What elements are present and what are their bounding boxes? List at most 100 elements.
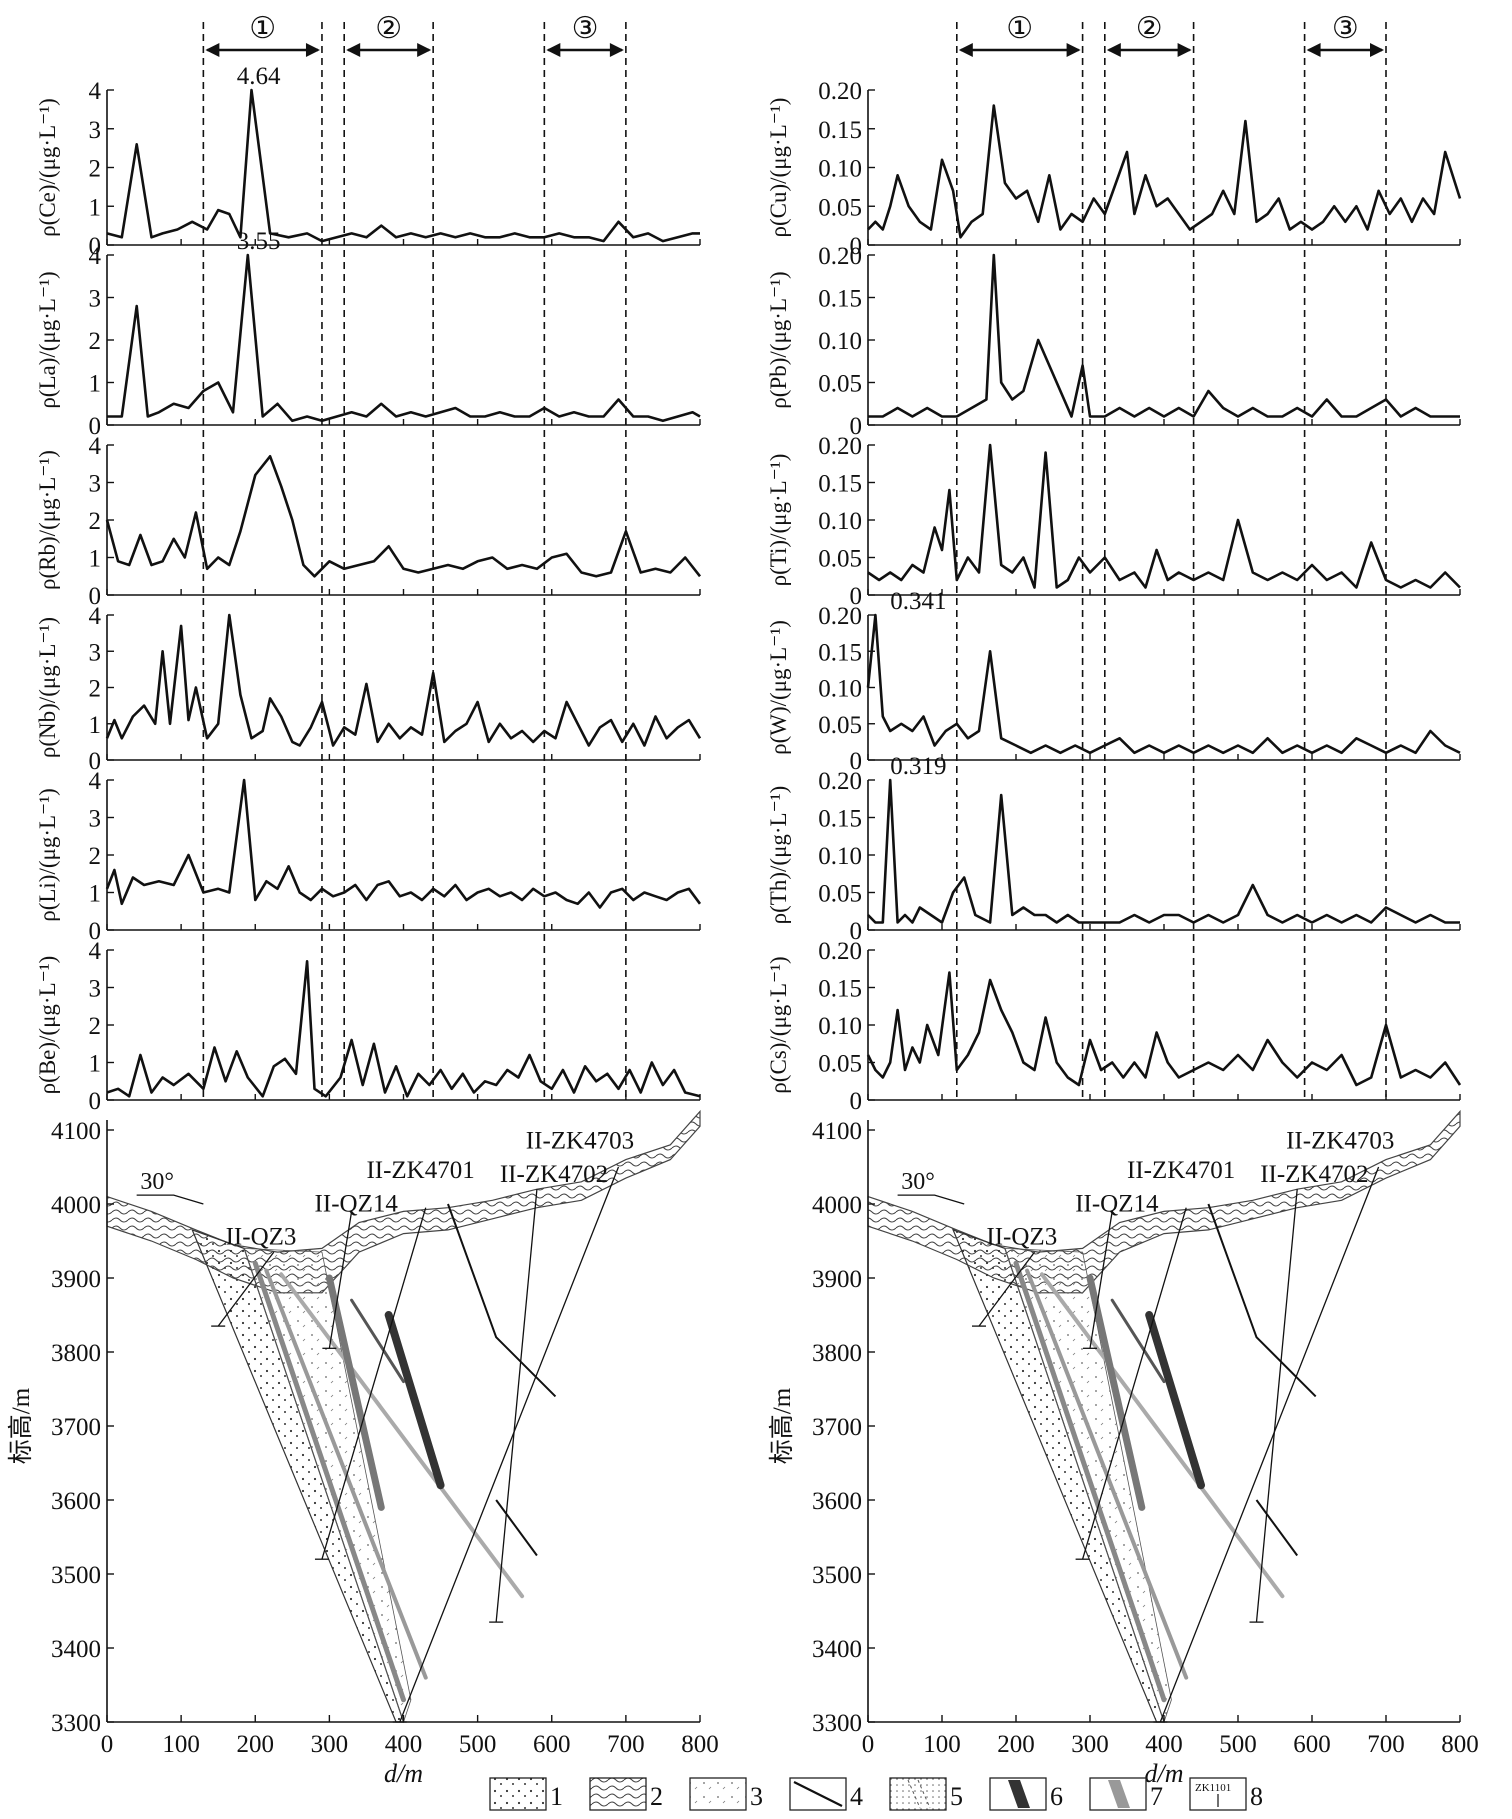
y-axis-label-nb: ρ(Nb)/(μg·L⁻¹) bbox=[35, 617, 60, 758]
legend-label: 1 bbox=[550, 1782, 563, 1811]
panel-pb: 0 0.05 0.10 0.15 0.20 ρ(Pb)/(μg·L⁻¹) bbox=[766, 243, 1461, 440]
legend-label: 5 bbox=[950, 1782, 963, 1811]
section-x-tick-label: 600 bbox=[1293, 1731, 1331, 1758]
y-tick-label: 4 bbox=[89, 78, 102, 105]
y-axis-label-w: ρ(W)/(μg·L⁻¹) bbox=[766, 620, 791, 755]
y-tick-label: 0 bbox=[850, 1088, 863, 1115]
legend-swatch bbox=[489, 1777, 547, 1811]
y-tick-label: 0.20 bbox=[818, 243, 862, 270]
panel-ce: 0 1 2 3 4 ρ(Ce)/(μg·L⁻¹) 4.64 bbox=[35, 63, 701, 260]
legend-dash bbox=[917, 1779, 931, 1809]
series-line-be bbox=[106, 959, 701, 1098]
ore-vein bbox=[1145, 1311, 1205, 1490]
y-tick-label: 0.05 bbox=[818, 1051, 862, 1078]
y-tick-label: 0 bbox=[89, 233, 102, 260]
drill-hole bbox=[399, 1166, 620, 1723]
y-tick-label: 3 bbox=[89, 471, 102, 498]
ore-vein bbox=[1025, 1268, 1189, 1680]
y-tick-label: 0.05 bbox=[818, 712, 862, 739]
annotation-th: 0.319 bbox=[890, 753, 946, 780]
dip-label: 30° bbox=[140, 1169, 174, 1195]
y-tick-label: 3 bbox=[89, 806, 102, 833]
section-left: II-QZ3 II-QZ14 II-ZK4701 II-ZK4702 II-ZK4703… bbox=[7, 1109, 719, 1788]
series-line-nb bbox=[105, 613, 702, 747]
y-tick-label: 0.10 bbox=[818, 843, 862, 870]
drill-label: II-QZ3 bbox=[986, 1224, 1057, 1251]
series-line-cu bbox=[867, 104, 1462, 239]
section-x-tick-label: 600 bbox=[533, 1731, 571, 1758]
zone-arrowhead bbox=[1106, 43, 1121, 57]
section-x-tick-label: 400 bbox=[385, 1731, 423, 1758]
y-axis-label-ti: ρ(Ti)/(μg·L⁻¹) bbox=[766, 454, 791, 587]
ore-vein bbox=[264, 1268, 428, 1680]
section-y-tick-label: 3800 bbox=[812, 1340, 862, 1367]
ore-vein bbox=[325, 1274, 385, 1511]
y-tick-label: 1 bbox=[89, 546, 102, 573]
y-axis-label-rb: ρ(Rb)/(μg·L⁻¹) bbox=[35, 450, 60, 590]
panel-nb: 0 1 2 3 4 ρ(Nb)/(μg·L⁻¹) bbox=[35, 603, 702, 775]
zone-arrowhead bbox=[1066, 43, 1081, 57]
y-tick-label: 3 bbox=[89, 976, 102, 1003]
y-tick-label: 0.15 bbox=[818, 286, 862, 313]
y-tick-label: 0 bbox=[89, 583, 102, 610]
y-tick-label: 4 bbox=[89, 938, 102, 965]
legend-item-1: 1 bbox=[489, 1777, 563, 1811]
zone-label: ① bbox=[1006, 12, 1033, 45]
legend-item-4: 4 bbox=[789, 1777, 863, 1811]
y-axis-label-la: ρ(La)/(μg·L⁻¹) bbox=[35, 271, 60, 408]
y-tick-label: 0 bbox=[89, 1088, 102, 1115]
legend-label: 2 bbox=[650, 1782, 663, 1811]
section-y-tick-label: 3300 bbox=[812, 1710, 862, 1737]
geological-sections: II-QZ3 II-QZ14 II-ZK4701 II-ZK4702 II-ZK4703… bbox=[7, 1109, 1479, 1788]
y-tick-label: 0.10 bbox=[818, 1013, 862, 1040]
ore-vein bbox=[384, 1311, 445, 1490]
panel-rb: 0 1 2 3 4 ρ(Rb)/(μg·L⁻¹) bbox=[35, 433, 702, 610]
y-tick-label: 1 bbox=[89, 1051, 102, 1078]
section-y-tick-label: 3600 bbox=[51, 1488, 101, 1515]
zone-markers: ① ② ③ ① ② ③ bbox=[202, 12, 1387, 1100]
drill-label: II-ZK4702 bbox=[1260, 1161, 1368, 1188]
ore-vein bbox=[1013, 1260, 1167, 1703]
zone-arrowhead bbox=[305, 43, 320, 57]
series-line-ce bbox=[106, 88, 700, 243]
section-x-tick-label: 500 bbox=[1219, 1731, 1257, 1758]
y-tick-label: 0.15 bbox=[818, 806, 862, 833]
y-tick-label: 4 bbox=[89, 433, 102, 460]
panel-cs: 0 0.05 0.10 0.15 0.20 ρ(Cs)/(μg·L⁻¹) bbox=[766, 938, 1462, 1115]
section-x-tick-label: 0 bbox=[862, 1731, 875, 1758]
legend-label: 8 bbox=[1250, 1782, 1263, 1811]
y-tick-label: 2 bbox=[89, 156, 102, 183]
legend-item-5: 5 bbox=[889, 1777, 963, 1811]
section-y-tick-label: 4000 bbox=[51, 1192, 101, 1219]
ore-vein bbox=[279, 1272, 525, 1599]
y-tick-label: 0 bbox=[89, 918, 102, 945]
section-y-tick-label: 3300 bbox=[51, 1710, 101, 1737]
dip-symbol bbox=[136, 1194, 204, 1205]
section-x-axis-label: d/m bbox=[384, 1759, 423, 1788]
legend-swatch bbox=[689, 1777, 747, 1811]
section-x-tick-label: 300 bbox=[1071, 1731, 1109, 1758]
annotation-w: 0.341 bbox=[890, 588, 946, 615]
series-line-cs bbox=[866, 971, 1462, 1087]
legend-item-6: 6 bbox=[989, 1777, 1063, 1811]
y-tick-label: 1 bbox=[89, 371, 102, 398]
y-tick-label: 0 bbox=[850, 748, 863, 775]
zone-arrowhead bbox=[1306, 43, 1321, 57]
series-line-w bbox=[866, 613, 1461, 755]
zone-arrowhead bbox=[1370, 43, 1384, 57]
legend-fault-line bbox=[793, 1781, 843, 1807]
section-x-tick-label: 100 bbox=[162, 1731, 200, 1758]
section-y-tick-label: 4100 bbox=[812, 1118, 862, 1145]
section-x-tick-label: 0 bbox=[101, 1731, 114, 1758]
y-axis-label-th: ρ(Th)/(μg·L⁻¹) bbox=[766, 786, 791, 925]
section-x-tick-label: 400 bbox=[1145, 1731, 1183, 1758]
zone-label: ② bbox=[1136, 12, 1163, 45]
y-tick-label: 3 bbox=[89, 117, 102, 144]
zone-label: ② bbox=[375, 12, 402, 45]
series-line-pb bbox=[868, 253, 1460, 418]
drill-hole bbox=[321, 1207, 427, 1560]
legend-label: 6 bbox=[1050, 1782, 1063, 1811]
y-axis-label-li: ρ(Li)/(μg·L⁻¹) bbox=[35, 788, 60, 922]
y-tick-label: 1 bbox=[89, 881, 102, 908]
y-tick-label: 0.20 bbox=[818, 78, 862, 105]
